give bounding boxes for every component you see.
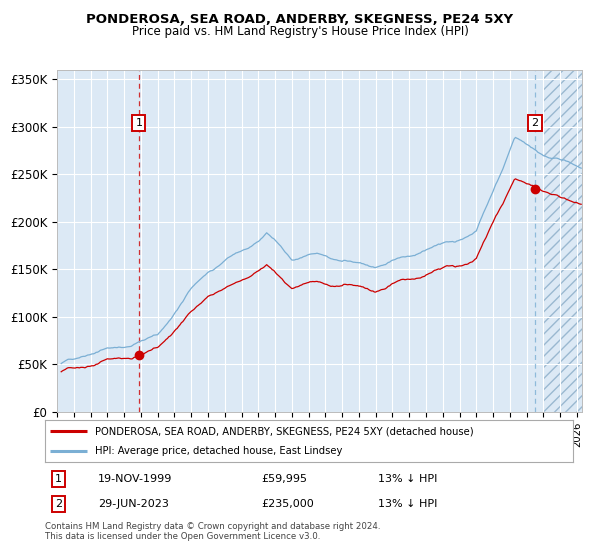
Bar [544, 70, 582, 412]
Text: 1: 1 [55, 474, 62, 484]
Text: 13% ↓ HPI: 13% ↓ HPI [377, 474, 437, 484]
Text: 2: 2 [532, 118, 538, 128]
Text: 19-NOV-1999: 19-NOV-1999 [98, 474, 172, 484]
Text: £235,000: £235,000 [262, 498, 314, 508]
Text: HPI: Average price, detached house, East Lindsey: HPI: Average price, detached house, East… [95, 446, 343, 456]
Text: Contains HM Land Registry data © Crown copyright and database right 2024.
This d: Contains HM Land Registry data © Crown c… [45, 522, 380, 542]
Text: PONDEROSA, SEA ROAD, ANDERBY, SKEGNESS, PE24 5XY: PONDEROSA, SEA ROAD, ANDERBY, SKEGNESS, … [86, 13, 514, 26]
Text: 2: 2 [55, 498, 62, 508]
Text: 29-JUN-2023: 29-JUN-2023 [98, 498, 169, 508]
Text: PONDEROSA, SEA ROAD, ANDERBY, SKEGNESS, PE24 5XY (detached house): PONDEROSA, SEA ROAD, ANDERBY, SKEGNESS, … [95, 426, 474, 436]
Text: £59,995: £59,995 [262, 474, 307, 484]
Text: Price paid vs. HM Land Registry's House Price Index (HPI): Price paid vs. HM Land Registry's House … [131, 25, 469, 38]
Text: 1: 1 [136, 118, 142, 128]
Text: 13% ↓ HPI: 13% ↓ HPI [377, 498, 437, 508]
